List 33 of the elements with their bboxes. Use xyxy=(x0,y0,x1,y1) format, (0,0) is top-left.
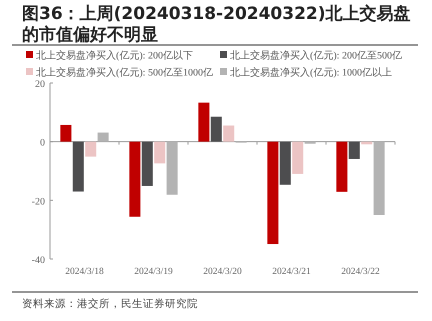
y-tick-label: -20 xyxy=(32,196,45,208)
bar xyxy=(267,142,278,244)
bar xyxy=(142,142,153,186)
bar xyxy=(72,142,84,192)
x-tick-label: 2024/3/22 xyxy=(341,267,380,277)
bar xyxy=(129,142,140,217)
x-tick-label: 2024/3/20 xyxy=(203,267,242,277)
legend-item: 北上交易盘净买入(亿元): 200亿至500亿 xyxy=(220,50,402,62)
bar xyxy=(374,142,385,215)
bar xyxy=(98,132,109,142)
bar xyxy=(60,124,72,142)
bar xyxy=(223,126,234,142)
bar xyxy=(280,142,291,185)
bar xyxy=(85,142,96,157)
y-tick-label: -40 xyxy=(32,255,45,266)
x-tick-label: 2024/3/18 xyxy=(65,267,104,277)
title: 图36：上周(20240318-20240322)北上交易盘的市值偏好不明显 xyxy=(22,4,411,45)
legend-item: 北上交易盘净买入(亿元): 1000亿以上 xyxy=(220,68,392,78)
legend-item: 北上交易盘净买入(亿元): 500亿至1000亿 xyxy=(26,68,213,78)
bar xyxy=(336,142,348,192)
text: 资料来源：港交所，民生证券研究院 xyxy=(22,297,198,310)
x-tick-label: 2024/3/19 xyxy=(134,267,174,277)
bar xyxy=(348,142,360,159)
bar xyxy=(198,102,210,142)
y-tick-label: 0 xyxy=(40,138,45,149)
bar xyxy=(154,142,166,164)
bar xyxy=(361,142,372,144)
bar xyxy=(166,142,178,195)
x-tick-label: 2024/3/21 xyxy=(272,267,312,277)
bar xyxy=(292,142,304,174)
bar xyxy=(210,116,222,142)
y-tick-label: 20 xyxy=(35,79,45,90)
legend-item: 北上交易盘净买入(亿元): 200亿以下 xyxy=(26,50,193,62)
